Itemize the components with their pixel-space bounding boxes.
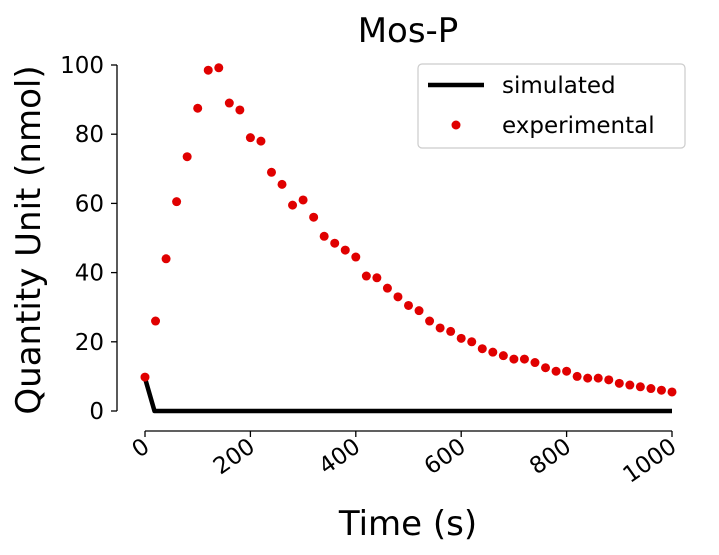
x-axis-label: Time (s)	[338, 504, 477, 544]
experimental-point	[572, 371, 582, 381]
legend-label: experimental	[502, 113, 655, 139]
chart-title: Mos-P	[358, 11, 459, 51]
experimental-point	[298, 195, 308, 205]
experimental-point	[203, 65, 213, 75]
experimental-point	[214, 63, 224, 73]
experimental-point	[309, 212, 319, 222]
experimental-point	[245, 133, 255, 143]
experimental-point	[467, 337, 477, 347]
legend: simulated experimental	[417, 63, 686, 149]
experimental-point	[140, 372, 150, 382]
y-axis-label: Quantity Unit (nmol)	[9, 65, 49, 414]
y-tick-label: 0	[89, 399, 104, 425]
experimental-point	[404, 300, 413, 310]
y-tick-label: 40	[75, 261, 104, 287]
experimental-point	[583, 373, 593, 383]
experimental-point	[488, 347, 498, 357]
simulated-line	[142, 377, 672, 414]
experimental-point	[425, 316, 435, 326]
x-axis: 0 200 400 600 800 1000	[128, 430, 682, 489]
x-tick-label: 600	[420, 434, 471, 480]
experimental-point	[235, 105, 245, 115]
experimental-point	[151, 316, 161, 326]
experimental-point	[635, 382, 645, 392]
experimental-point	[161, 254, 171, 264]
experimental-point	[625, 380, 635, 390]
experimental-point	[288, 200, 298, 210]
experimental-point	[667, 387, 677, 397]
experimental-point	[330, 238, 340, 248]
experimental-point	[256, 136, 266, 146]
experimental-point	[277, 179, 287, 189]
y-tick-label: 80	[75, 122, 104, 148]
experimental-point	[266, 167, 276, 177]
legend-swatch-experimental	[451, 120, 461, 130]
y-tick-label: 20	[75, 330, 104, 356]
x-tick-label: 1000	[619, 434, 682, 489]
experimental-point	[656, 385, 666, 395]
x-tick-label: 400	[314, 434, 365, 480]
x-tick-label: 0	[128, 434, 155, 464]
experimental-point	[382, 283, 392, 293]
experimental-point	[340, 245, 350, 255]
y-tick-label: 60	[75, 191, 104, 217]
experimental-point	[614, 378, 624, 388]
plot-area	[140, 63, 677, 414]
experimental-point	[509, 354, 519, 364]
experimental-point	[551, 366, 561, 376]
experimental-point	[435, 323, 445, 333]
experimental-point	[172, 197, 182, 207]
x-tick-label: 800	[525, 434, 576, 480]
experimental-point	[319, 231, 329, 241]
experimental-point	[593, 373, 603, 383]
experimental-point	[477, 344, 487, 354]
experimental-point	[351, 252, 361, 262]
experimental-point	[224, 98, 234, 108]
x-tick-label: 200	[209, 434, 260, 480]
legend-label: simulated	[502, 73, 616, 99]
experimental-point	[541, 363, 551, 373]
experimental-point	[604, 375, 614, 385]
experimental-point	[456, 333, 466, 343]
experimental-point	[498, 351, 508, 361]
experimental-point	[361, 271, 371, 281]
experimental-point	[562, 366, 572, 376]
experimental-point	[393, 292, 403, 302]
y-tick-label: 100	[60, 53, 104, 79]
experimental-point	[446, 326, 456, 336]
experimental-point	[193, 103, 203, 113]
experimental-point	[372, 273, 382, 283]
experimental-point	[646, 384, 656, 394]
legend-frame	[417, 63, 686, 149]
experimental-point	[414, 306, 424, 316]
experimental-point	[530, 358, 540, 368]
experimental-point	[182, 152, 192, 162]
y-axis: 0 20 40 60 80 100	[60, 53, 118, 425]
experimental-point	[519, 354, 529, 364]
